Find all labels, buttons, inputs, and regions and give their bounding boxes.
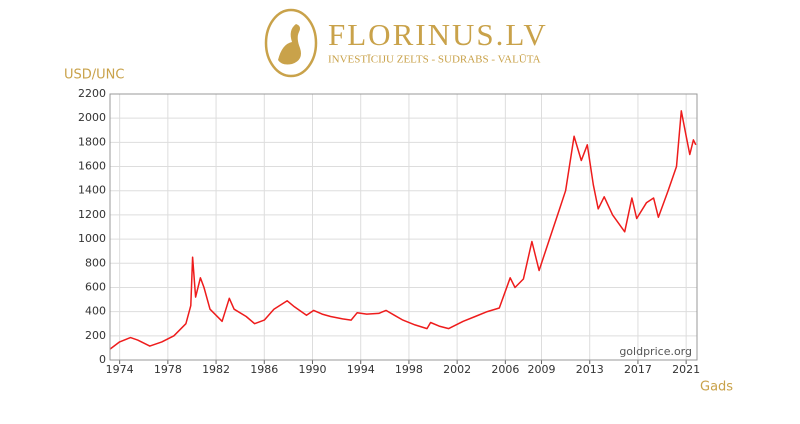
x-axis-label: Gads — [700, 380, 733, 395]
plot-border — [109, 93, 698, 361]
y-tick-label: 0 — [99, 353, 106, 366]
x-tick-label: 1994 — [347, 363, 375, 376]
x-tick-label: 2013 — [576, 363, 604, 376]
x-tick-label: 1974 — [106, 363, 134, 376]
annotation: goldprice.org — [619, 345, 692, 358]
y-tick-label: 1600 — [78, 160, 106, 173]
y-tick-label: 1800 — [78, 135, 106, 148]
y-tick-label: 1200 — [78, 208, 106, 221]
x-tick-label: 1986 — [250, 363, 278, 376]
price-line — [109, 110, 697, 350]
x-tick-label: 2017 — [624, 363, 652, 376]
logo: FLORINUS.LV INVESTĪCIJU ZELTS - SUDRABS … — [264, 8, 548, 78]
logo-bird — [278, 24, 301, 65]
tagline: INVESTĪCIJU ZELTS - SUDRABS - VALŪTA — [328, 54, 541, 66]
y-tick-label: 600 — [85, 280, 106, 293]
brand: FLORINUS.LV — [328, 17, 548, 52]
x-tick-label: 1982 — [202, 363, 230, 376]
x-tick-label: 1978 — [154, 363, 182, 376]
x-tick-label: 1998 — [395, 363, 423, 376]
y-tick-label: 1000 — [78, 232, 106, 245]
logo-egg — [264, 8, 318, 78]
x-tick-label: 2006 — [491, 363, 519, 376]
y-tick-label: 2200 — [78, 87, 106, 100]
x-tick-label: 2002 — [443, 363, 471, 376]
y-tick-label: 800 — [85, 256, 106, 269]
plot: 0 200 400 600 800 1000 1200 1400 1600 1800 2000 220… — [78, 87, 700, 376]
y-tick-label: 200 — [85, 329, 106, 342]
x-tick-label: 2021 — [672, 363, 700, 376]
y-tick-label: 400 — [85, 305, 106, 318]
y-tick-label: 1400 — [78, 184, 106, 197]
x-tick-label: 1990 — [298, 363, 326, 376]
y-tick-label: 2000 — [78, 111, 106, 124]
y-axis-label: USD/UNC — [64, 68, 124, 83]
x-tick-label: 2009 — [528, 363, 556, 376]
